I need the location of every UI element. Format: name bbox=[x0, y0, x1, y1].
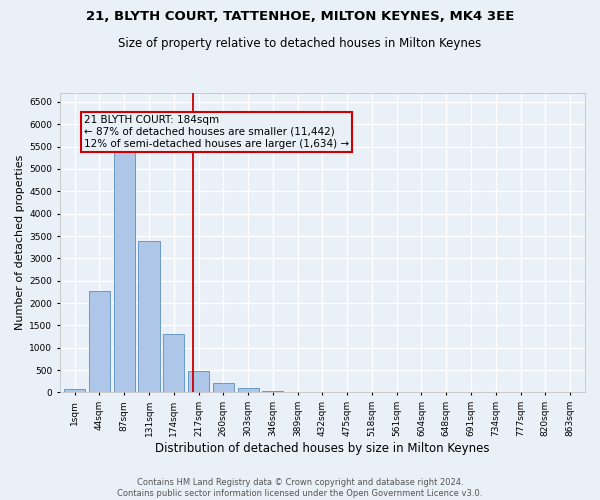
Text: 21 BLYTH COURT: 184sqm
← 87% of detached houses are smaller (11,442)
12% of semi: 21 BLYTH COURT: 184sqm ← 87% of detached… bbox=[84, 116, 349, 148]
Bar bbox=[89, 290, 110, 392]
Text: 21, BLYTH COURT, TATTENHOE, MILTON KEYNES, MK4 3EE: 21, BLYTH COURT, TATTENHOE, MILTON KEYNE… bbox=[86, 10, 514, 23]
Y-axis label: Number of detached properties: Number of detached properties bbox=[15, 155, 25, 330]
Text: Size of property relative to detached houses in Milton Keynes: Size of property relative to detached ho… bbox=[118, 38, 482, 51]
Bar bbox=[213, 384, 234, 392]
Bar bbox=[113, 151, 135, 392]
Bar bbox=[238, 388, 259, 392]
Bar bbox=[163, 334, 184, 392]
Bar bbox=[64, 390, 85, 392]
Bar bbox=[262, 391, 283, 392]
Bar bbox=[139, 242, 160, 392]
Bar bbox=[188, 372, 209, 392]
X-axis label: Distribution of detached houses by size in Milton Keynes: Distribution of detached houses by size … bbox=[155, 442, 490, 455]
Text: Contains HM Land Registry data © Crown copyright and database right 2024.
Contai: Contains HM Land Registry data © Crown c… bbox=[118, 478, 482, 498]
